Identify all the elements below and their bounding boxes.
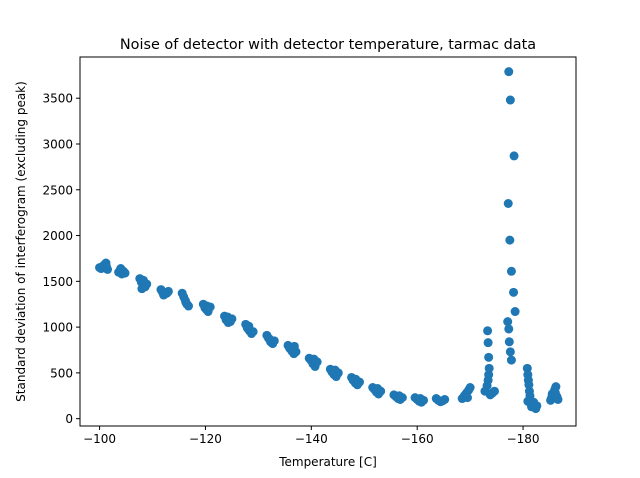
- data-point: [489, 386, 499, 396]
- y-tick-label: 3000: [42, 137, 73, 151]
- data-point: [139, 275, 149, 285]
- axes: −100 −120 −140 −160 −180 0 500 1000 1500 2000 2500…: [42, 56, 577, 446]
- data-point: [551, 382, 561, 392]
- data-point: [372, 383, 382, 393]
- data-point: [505, 235, 515, 245]
- y-tick-label: 3500: [42, 92, 73, 106]
- data-point: [483, 338, 493, 348]
- data-point: [351, 374, 361, 384]
- data-point: [503, 199, 513, 208]
- data-point: [101, 262, 111, 272]
- y-axis-label: Standard deviation of interferogram (exc…: [14, 81, 28, 402]
- data-point: [309, 354, 319, 364]
- data-point: [394, 391, 404, 401]
- data-point: [506, 355, 516, 365]
- data-point: [504, 67, 514, 77]
- y-tick-label: 0: [65, 412, 73, 426]
- plot-border: [79, 56, 577, 427]
- data-point: [483, 326, 493, 336]
- data-point: [484, 363, 494, 373]
- y-tick-label: 1000: [42, 321, 73, 335]
- chart-title: Noise of detector with detector temperat…: [120, 37, 536, 53]
- data-point: [137, 284, 147, 294]
- data-point: [505, 347, 515, 357]
- y-tick-label: 1500: [42, 275, 73, 289]
- data-point: [523, 396, 533, 406]
- y-tick-label: 2000: [42, 229, 73, 243]
- data-point: [462, 393, 472, 403]
- data-point: [532, 401, 542, 411]
- x-tick-label: −180: [507, 432, 540, 446]
- data-point: [202, 301, 212, 311]
- x-tick-label: −120: [189, 432, 222, 446]
- data-point: [116, 264, 126, 274]
- data-point: [506, 266, 516, 276]
- data-point: [159, 290, 169, 300]
- data-point: [524, 380, 534, 390]
- data-point: [504, 324, 514, 334]
- data-point: [415, 394, 425, 404]
- data-point: [223, 312, 233, 322]
- data-point: [440, 394, 450, 404]
- data-point: [465, 383, 475, 393]
- data-point: [484, 352, 494, 362]
- data-point: [181, 297, 191, 307]
- y-tick-label: 2500: [42, 183, 73, 197]
- data-point: [330, 365, 340, 375]
- plot-area: [80, 57, 576, 426]
- data-point: [289, 341, 299, 351]
- data-point: [509, 151, 519, 161]
- x-tick-label: −160: [401, 432, 434, 446]
- data-point: [244, 321, 254, 331]
- y-tick-label: 500: [50, 366, 73, 380]
- data-point: [265, 334, 275, 344]
- data-point: [509, 287, 519, 297]
- data-point: [510, 307, 520, 317]
- data-point: [503, 317, 513, 327]
- x-tick-label: −140: [295, 432, 328, 446]
- data-point: [505, 95, 515, 105]
- x-tick-label: −100: [83, 432, 116, 446]
- x-axis-label: Temperature [C]: [278, 455, 377, 469]
- data-point: [504, 337, 514, 347]
- data-points: [95, 67, 563, 414]
- data-point: [550, 388, 560, 398]
